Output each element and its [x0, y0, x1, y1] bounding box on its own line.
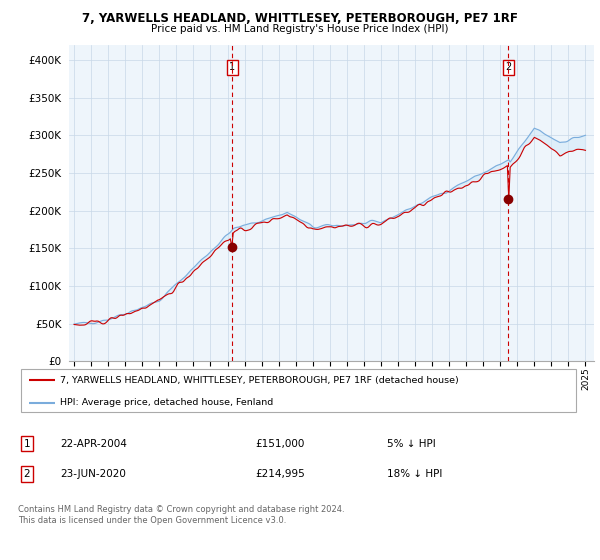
Text: 23-JUN-2020: 23-JUN-2020	[60, 469, 126, 479]
Text: HPI: Average price, detached house, Fenland: HPI: Average price, detached house, Fenl…	[60, 398, 274, 407]
Text: £214,995: £214,995	[255, 469, 305, 479]
Text: 5% ↓ HPI: 5% ↓ HPI	[387, 438, 436, 449]
Text: 7, YARWELLS HEADLAND, WHITTLESEY, PETERBOROUGH, PE7 1RF: 7, YARWELLS HEADLAND, WHITTLESEY, PETERB…	[82, 12, 518, 25]
Text: 22-APR-2004: 22-APR-2004	[60, 438, 127, 449]
FancyBboxPatch shape	[21, 369, 577, 412]
Text: 2: 2	[505, 62, 511, 72]
Text: 1: 1	[229, 62, 236, 72]
Text: 1: 1	[23, 438, 31, 449]
Text: £151,000: £151,000	[255, 438, 304, 449]
Text: Price paid vs. HM Land Registry's House Price Index (HPI): Price paid vs. HM Land Registry's House …	[151, 24, 449, 34]
Text: 2: 2	[23, 469, 31, 479]
Text: Contains HM Land Registry data © Crown copyright and database right 2024.
This d: Contains HM Land Registry data © Crown c…	[18, 505, 344, 525]
Text: 7, YARWELLS HEADLAND, WHITTLESEY, PETERBOROUGH, PE7 1RF (detached house): 7, YARWELLS HEADLAND, WHITTLESEY, PETERB…	[60, 376, 459, 385]
Text: 18% ↓ HPI: 18% ↓ HPI	[387, 469, 442, 479]
